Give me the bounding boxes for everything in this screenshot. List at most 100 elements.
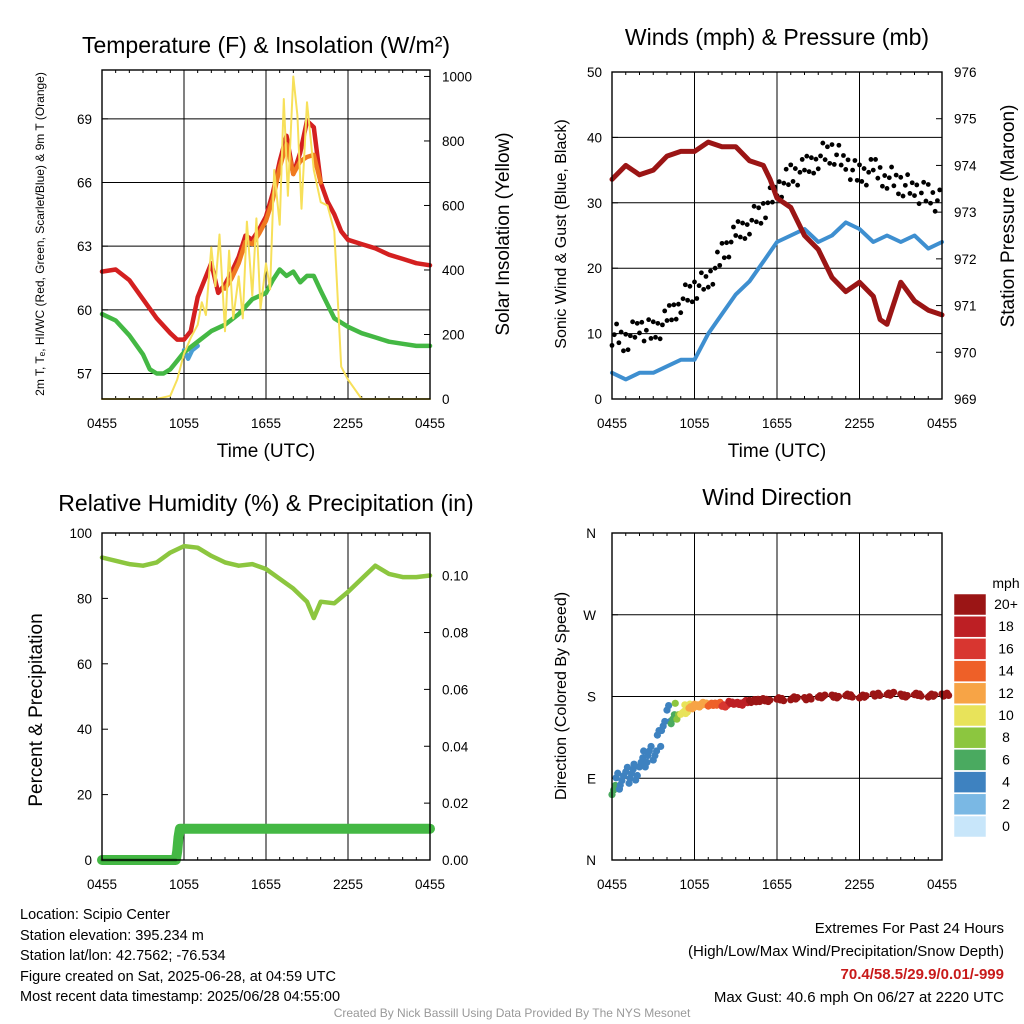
- gust-dot: [643, 327, 649, 333]
- gust-dot: [836, 142, 842, 148]
- credit-line: Created By Nick Bassill Using Data Provi…: [333, 1006, 691, 1020]
- gust-dot: [834, 152, 839, 158]
- gust-dot: [749, 217, 755, 223]
- y2-tick-label: 976: [954, 65, 977, 80]
- x-axis-label: Time (UTC): [217, 441, 316, 462]
- gust-dot: [710, 281, 716, 287]
- gust-dot: [829, 142, 835, 147]
- gust-dot: [712, 265, 718, 271]
- extremes-title: Extremes For Past 24 Hours: [814, 920, 1004, 937]
- gust-dot: [740, 220, 746, 226]
- gust-dot: [925, 182, 931, 187]
- gust-dot: [854, 177, 860, 183]
- gust-dot: [845, 157, 851, 163]
- gust-dot: [719, 240, 725, 246]
- legend-label: 10: [998, 707, 1014, 723]
- gust-dot: [627, 333, 633, 339]
- chart-title: Temperature (F) & Insolation (W/m²): [82, 32, 450, 58]
- gust-dot: [634, 320, 640, 326]
- gust-dot: [664, 318, 670, 323]
- legend-label: 4: [1002, 774, 1010, 790]
- gust-dot: [912, 193, 917, 199]
- y-tick-label: 80: [77, 591, 92, 606]
- y-tick-label: N: [586, 853, 596, 868]
- x-tick-label: 0455: [597, 416, 627, 431]
- gust-dot: [678, 310, 684, 316]
- gust-dot: [708, 268, 713, 274]
- y-axis-label: 2m T, Tₑ, HI/WC (Red, Green, Scarlet/Blu…: [33, 72, 47, 396]
- y2-tick-label: 970: [954, 345, 977, 360]
- legend-swatch: [953, 682, 987, 705]
- gust-dot: [756, 205, 762, 211]
- latlon-text: Station lat/lon: 42.7562; -76.534: [20, 948, 226, 964]
- gust-dot: [875, 175, 881, 181]
- y-tick-label: 40: [587, 130, 602, 145]
- direction-point: [665, 701, 673, 710]
- x-tick-label: 0455: [415, 877, 445, 892]
- gust-dot: [822, 157, 828, 163]
- gust-dot: [783, 166, 789, 172]
- y-tick-label: 0: [594, 392, 602, 407]
- gust-dot: [639, 319, 645, 325]
- gust-dot: [928, 200, 933, 206]
- gust-dot: [648, 335, 654, 341]
- y2-tick-label: 0.04: [442, 739, 469, 754]
- gust-dot: [797, 169, 803, 175]
- gust-dot: [650, 319, 656, 325]
- gust-dot: [758, 220, 764, 226]
- plot-frame-0: [101, 69, 431, 400]
- gust-dot: [655, 320, 661, 326]
- gust-dot: [790, 179, 796, 184]
- legend-label: 12: [998, 685, 1014, 701]
- gust-dot: [682, 282, 688, 288]
- y2-axis-label: Station Pressure (Maroon): [998, 105, 1019, 328]
- y2-tick-label: 0.10: [442, 569, 468, 584]
- y-tick-label: 60: [77, 657, 92, 672]
- extremes-subtitle: (High/Low/Max Wind/Precipitation/Snow De…: [688, 943, 1004, 960]
- gust-dot: [850, 167, 856, 173]
- plot-frame-3: [611, 532, 943, 861]
- direction-point: [931, 691, 939, 699]
- gust-dots: [609, 140, 943, 354]
- x-tick-label: 2255: [333, 416, 363, 431]
- gust-dot: [744, 222, 750, 228]
- gust-dot: [751, 203, 757, 209]
- y-tick-label: N: [586, 526, 596, 541]
- gust-dot: [886, 175, 892, 181]
- gust-dot: [731, 224, 736, 230]
- gust-dot: [666, 303, 672, 308]
- gust-dot: [932, 208, 938, 214]
- legend-swatch: [953, 704, 987, 727]
- gust-dot: [795, 182, 801, 188]
- gust-dot: [847, 177, 853, 183]
- gust-dot: [857, 162, 862, 168]
- gust-dot: [827, 160, 833, 166]
- direction-point: [862, 692, 870, 700]
- y-tick-label: 66: [77, 175, 92, 190]
- gust-dot: [868, 157, 874, 162]
- station-info: Location: Scipio Center Station elevatio…: [20, 905, 340, 1008]
- gust-dot: [671, 302, 677, 308]
- y-tick-label: 20: [587, 261, 602, 276]
- legend-label: 20+: [994, 596, 1018, 612]
- gust-dot: [880, 183, 885, 189]
- legend-swatch: [953, 771, 987, 793]
- legend-label: 14: [998, 663, 1014, 679]
- gust-dot: [657, 336, 663, 342]
- gust-dot: [753, 219, 759, 225]
- direction-point: [821, 691, 829, 699]
- gust-dot: [728, 239, 734, 245]
- direction-point: [835, 692, 843, 701]
- y2-tick-label: 400: [442, 263, 465, 278]
- y2-tick-label: 975: [954, 112, 977, 127]
- y2-tick-label: 0.08: [442, 626, 468, 641]
- gust-dot: [909, 180, 915, 186]
- direction-point: [793, 693, 801, 702]
- gust-dot: [694, 296, 700, 301]
- x-tick-label: 1055: [679, 416, 709, 431]
- y2-tick-label: 0.02: [442, 796, 468, 811]
- legend-swatch: [953, 793, 987, 816]
- gust-dot: [618, 329, 624, 335]
- y-tick-label: 57: [77, 367, 92, 382]
